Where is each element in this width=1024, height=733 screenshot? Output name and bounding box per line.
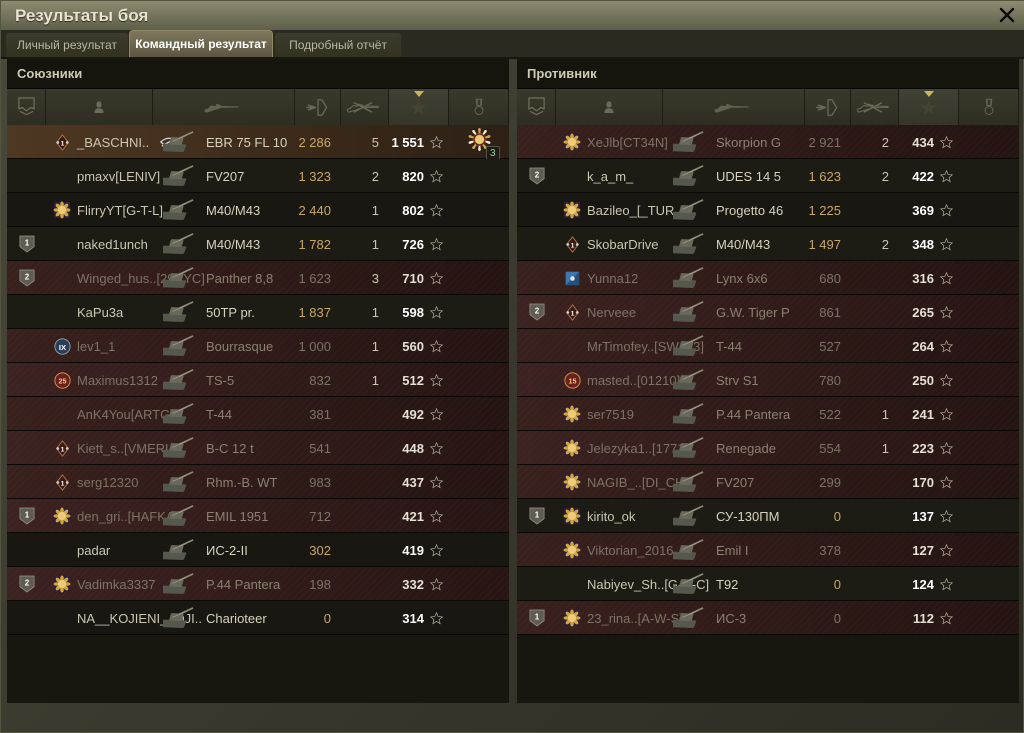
svg-text:1: 1	[60, 480, 64, 487]
svg-text:1: 1	[570, 242, 574, 249]
svg-text:2: 2	[534, 306, 539, 315]
svg-text:2: 2	[24, 272, 29, 281]
svg-text:1: 1	[24, 238, 29, 247]
svg-text:2: 2	[24, 578, 29, 587]
svg-text:1: 1	[534, 612, 539, 621]
svg-text:1: 1	[24, 510, 29, 519]
svg-text:1: 1	[60, 446, 64, 453]
svg-text:15: 15	[568, 376, 576, 385]
svg-text:1: 1	[570, 310, 574, 317]
svg-text:25: 25	[58, 376, 66, 385]
svg-text:1: 1	[534, 510, 539, 519]
svg-text:IX: IX	[58, 342, 66, 351]
svg-text:2: 2	[534, 170, 539, 179]
svg-text:1: 1	[60, 140, 64, 147]
